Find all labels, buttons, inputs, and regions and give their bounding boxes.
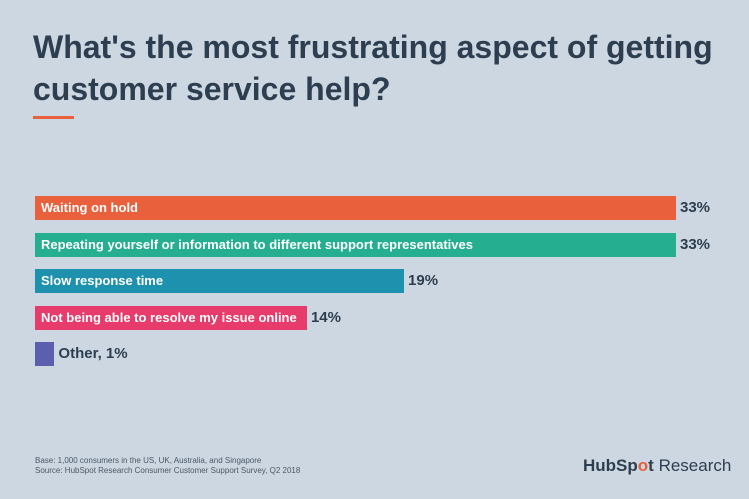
chart-title: What's the most frustrating aspect of ge…: [33, 29, 713, 107]
bar: [35, 233, 676, 257]
sprocket-icon: o: [637, 456, 649, 475]
bar-label: Repeating yourself or information to dif…: [41, 237, 473, 252]
bar-label: Slow response time: [41, 273, 164, 288]
bar-label: Waiting on hold: [41, 200, 138, 215]
logo-brand-b: t: [648, 456, 654, 475]
footnote: Base: 1,000 consumers in the US, UK, Aus…: [35, 456, 300, 476]
value-label: Other, 1%: [58, 345, 128, 362]
logo-suffix: Research: [653, 456, 732, 475]
bar: [35, 342, 55, 366]
value-label: 19%: [408, 272, 439, 289]
bar: [35, 269, 405, 293]
value-label: 14%: [310, 309, 341, 326]
title-underline: [33, 116, 74, 119]
footnote-base: Base: 1,000 consumers in the US, UK, Aus…: [35, 456, 262, 465]
value-label: 33%: [680, 236, 711, 253]
bar-label: Not being able to resolve my issue onlin…: [41, 310, 297, 325]
logo-brand-a: HubSp: [583, 456, 638, 475]
bar: [35, 196, 676, 220]
hubspot-research-logo: HubSpot Research: [583, 456, 731, 476]
footnote-source: Source: HubSpot Research Consumer Custom…: [35, 466, 301, 475]
value-label: 33%: [680, 199, 711, 216]
bar: [35, 306, 307, 330]
